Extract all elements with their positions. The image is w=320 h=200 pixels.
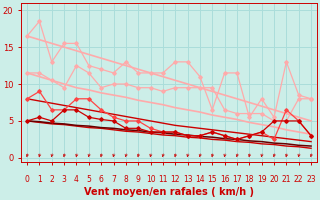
X-axis label: Vent moyen/en rafales ( km/h ): Vent moyen/en rafales ( km/h )	[84, 187, 254, 197]
